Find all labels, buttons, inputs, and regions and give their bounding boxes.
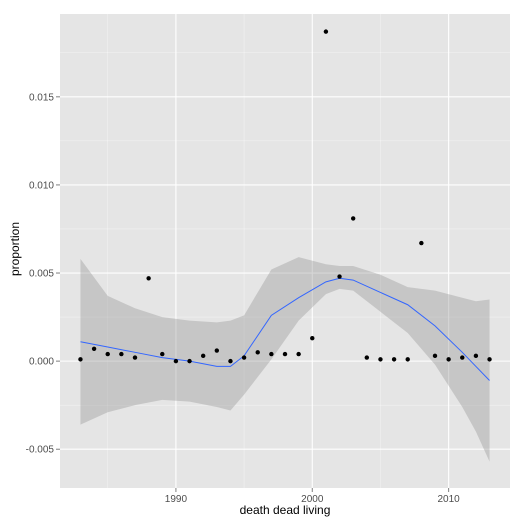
y-axis-title: proportion: [8, 222, 22, 276]
data-point: [473, 353, 479, 359]
y-axis-ticks: [56, 96, 60, 450]
x-tick-label: 1990: [165, 494, 188, 505]
data-point: [378, 357, 383, 362]
data-point: [187, 358, 192, 364]
data-point: [119, 351, 124, 357]
data-point: [214, 348, 220, 353]
data-point: [78, 357, 83, 362]
data-point: [432, 353, 438, 359]
data-point: [310, 336, 315, 341]
data-point: [282, 351, 288, 357]
data-point: [228, 358, 233, 364]
confidence-ribbon: [80, 257, 490, 462]
data-point: [296, 351, 301, 357]
x-tick-label: 2000: [301, 494, 324, 505]
y-tick-label: 0.015: [29, 92, 54, 103]
data-points: [78, 29, 492, 364]
data-point: [446, 357, 451, 362]
data-point: [350, 216, 356, 221]
x-axis-title: death dead living: [240, 503, 331, 517]
data-point: [160, 351, 165, 357]
smooth-line: [80, 277, 490, 381]
x-axis-ticks: [175, 488, 450, 492]
y-tick-label: 0.000: [29, 357, 54, 368]
data-point: [323, 29, 329, 34]
data-point: [419, 240, 424, 246]
data-point: [337, 274, 342, 279]
y-tick-label: 0.010: [29, 180, 54, 191]
x-axis-tick-labels: 1990 2000 2010: [165, 494, 460, 505]
plot-panel: [60, 14, 510, 488]
data-point: [364, 355, 370, 360]
data-point: [487, 357, 492, 362]
data-point: [105, 351, 110, 357]
data-point: [405, 357, 410, 362]
data-point: [241, 355, 247, 360]
data-point: [173, 358, 179, 364]
x-tick-label: 2010: [438, 494, 461, 505]
data-point: [146, 276, 151, 281]
data-point: [200, 353, 206, 359]
data-point: [132, 355, 138, 360]
data-point: [255, 350, 260, 355]
y-axis-tick-labels: -0.005 0.000 0.005 0.010 0.015: [26, 92, 55, 455]
grid-minor: [60, 14, 510, 488]
data-point: [91, 346, 97, 351]
data-point: [391, 357, 397, 362]
y-tick-label: -0.005: [26, 445, 55, 456]
grid-major: [60, 14, 510, 488]
data-point: [269, 351, 274, 357]
data-point: [460, 355, 465, 360]
y-tick-label: 0.005: [29, 269, 54, 280]
